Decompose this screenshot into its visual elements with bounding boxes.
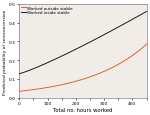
Worked inside stable	[79, 47, 81, 49]
Worked outside stable	[87, 77, 89, 79]
Legend: Worked outside stable, Worked inside stable: Worked outside stable, Worked inside sta…	[21, 6, 73, 16]
Worked inside stable	[142, 13, 144, 15]
Worked outside stable	[94, 75, 96, 76]
Worked outside stable	[18, 91, 20, 92]
Worked inside stable	[80, 47, 81, 48]
Worked inside stable	[146, 12, 147, 13]
Worked outside stable	[142, 47, 144, 48]
Worked inside stable	[18, 73, 20, 75]
Worked inside stable	[123, 24, 124, 26]
Worked inside stable	[94, 39, 96, 41]
Worked outside stable	[80, 80, 81, 81]
Worked inside stable	[87, 43, 89, 44]
X-axis label: Total no. hours worked: Total no. hours worked	[53, 107, 113, 112]
Line: Worked inside stable: Worked inside stable	[19, 12, 147, 74]
Y-axis label: Predicted probability of seroconversion: Predicted probability of seroconversion	[3, 9, 8, 94]
Line: Worked outside stable: Worked outside stable	[19, 45, 147, 92]
Worked outside stable	[146, 44, 147, 46]
Worked outside stable	[123, 61, 124, 62]
Worked outside stable	[79, 80, 81, 81]
